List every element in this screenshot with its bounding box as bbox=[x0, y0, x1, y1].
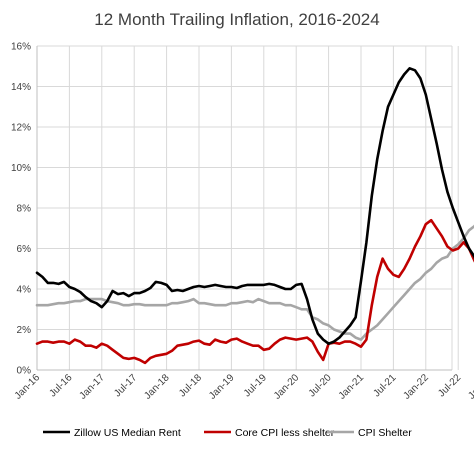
series-line-cpi-shelter bbox=[35, 224, 474, 341]
series-line-zillow-us-median-rent bbox=[35, 67, 474, 346]
legend: Zillow US Median Rent Core CPI less shelt… bbox=[43, 427, 412, 439]
legend-label: CPI Shelter bbox=[358, 427, 412, 439]
grid-lines bbox=[36, 45, 459, 371]
y-tick-label: 2% bbox=[17, 325, 32, 336]
y-tick-label: 16% bbox=[11, 42, 31, 53]
x-tick-label: Jul-18 bbox=[177, 372, 204, 399]
x-tick-label: Jul-19 bbox=[242, 372, 269, 399]
x-tick-label: Jul-21 bbox=[371, 372, 398, 399]
y-tick-label: 4% bbox=[17, 285, 32, 296]
y-tick-label: 12% bbox=[11, 123, 31, 134]
x-tick-label: Jul-20 bbox=[307, 372, 334, 399]
x-tick-label: Jan-23 bbox=[466, 372, 474, 402]
x-tick-label: Jul-22 bbox=[436, 372, 463, 399]
x-tick-label: Jan-20 bbox=[272, 372, 302, 402]
series-line-core-cpi-less-shelter bbox=[35, 218, 474, 365]
x-tick-label: Jan-21 bbox=[337, 372, 367, 402]
x-axis-tick-labels: Jan-16 Jul-16 Jan-17 Jul-17 Jan-18 Jul-18 Jan-… bbox=[13, 372, 474, 402]
y-tick-label: 6% bbox=[17, 244, 32, 255]
legend-label: Core CPI less shelter bbox=[235, 427, 335, 439]
x-tick-label: Jul-16 bbox=[47, 372, 74, 399]
y-tick-label: 0% bbox=[17, 366, 32, 377]
y-tick-label: 14% bbox=[11, 82, 31, 93]
series-lines bbox=[35, 67, 474, 365]
x-tick-label: Jan-22 bbox=[402, 372, 432, 402]
x-tick-label: Jan-19 bbox=[207, 372, 237, 402]
axes bbox=[36, 46, 452, 371]
y-axis-tick-labels: 0% 2% 4% 6% 8% 10% 12% 14% 16% bbox=[11, 42, 31, 377]
x-tick-label: Jan-17 bbox=[78, 372, 108, 402]
x-tick-label: Jul-17 bbox=[112, 372, 139, 399]
chart-title: 12 Month Trailing Inflation, 2016-2024 bbox=[94, 10, 379, 29]
y-tick-label: 8% bbox=[17, 204, 32, 215]
x-tick-label: Jan-18 bbox=[142, 372, 172, 402]
legend-label: Zillow US Median Rent bbox=[74, 427, 181, 439]
y-tick-label: 10% bbox=[11, 163, 31, 174]
